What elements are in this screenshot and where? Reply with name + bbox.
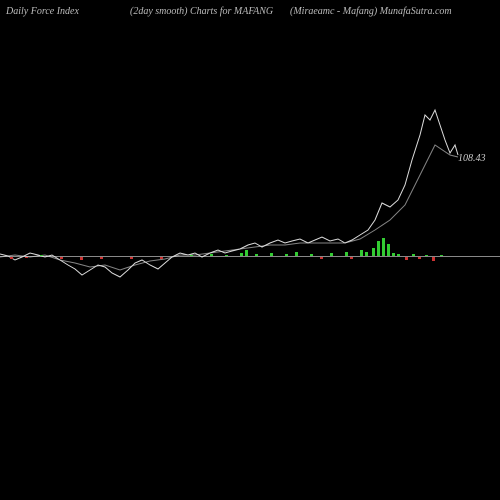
title-right: (Miraeamc - Mafang) MunafaSutra.com [290, 6, 452, 17]
chart-header: Daily Force Index (2day smooth) Charts f… [0, 6, 500, 22]
chart-area: 108.43 [0, 25, 500, 500]
price-chart-svg [0, 25, 500, 500]
volume-bars [10, 238, 443, 261]
title-center: (2day smooth) Charts for MAFANG [130, 6, 273, 17]
title-left: Daily Force Index [6, 6, 79, 17]
current-price-label: 108.43 [458, 153, 486, 164]
